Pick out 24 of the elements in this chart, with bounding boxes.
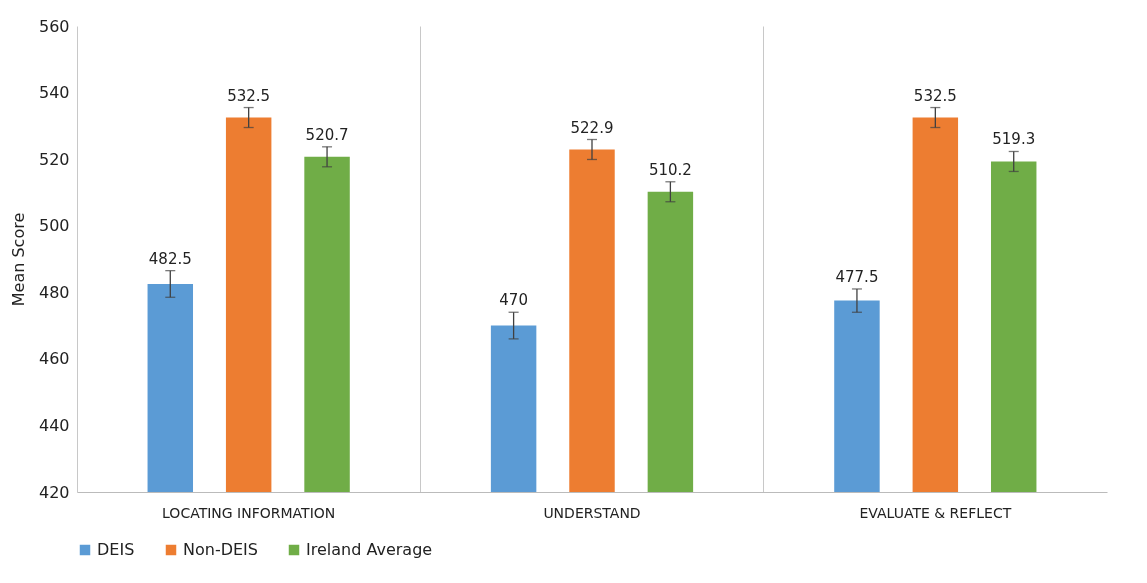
data-label: 532.5 [913,86,957,105]
y-tick-label: 520 [38,149,70,169]
data-label: 519.3 [992,130,1036,149]
x-tick-label: UNDERSTAND [543,504,641,521]
y-tick-label: 440 [38,415,70,435]
data-label: 510.2 [648,160,692,179]
y-tick-label: 540 [38,83,70,103]
y-axis-title: Mean Score [8,212,28,307]
legend-label: Ireland Average [306,540,433,559]
data-label: 532.5 [227,86,271,105]
data-label: 470 [499,291,528,310]
data-label: 482.5 [148,249,192,268]
data-label: 520.7 [305,125,349,144]
y-tick-label: 560 [38,16,70,36]
data-label: 522.9 [570,118,614,137]
y-tick-label: 460 [38,349,70,369]
legend-label: Non-DEIS [183,540,258,559]
legend-label: DEIS [97,540,135,559]
y-tick-label: 420 [38,482,70,502]
data-label: 477.5 [835,267,879,286]
x-tick-label: LOCATING INFORMATION [162,504,336,521]
x-tick-label: EVALUATE & REFLECT [859,504,1012,521]
y-tick-label: 500 [38,216,70,236]
y-tick-label: 480 [38,282,70,302]
